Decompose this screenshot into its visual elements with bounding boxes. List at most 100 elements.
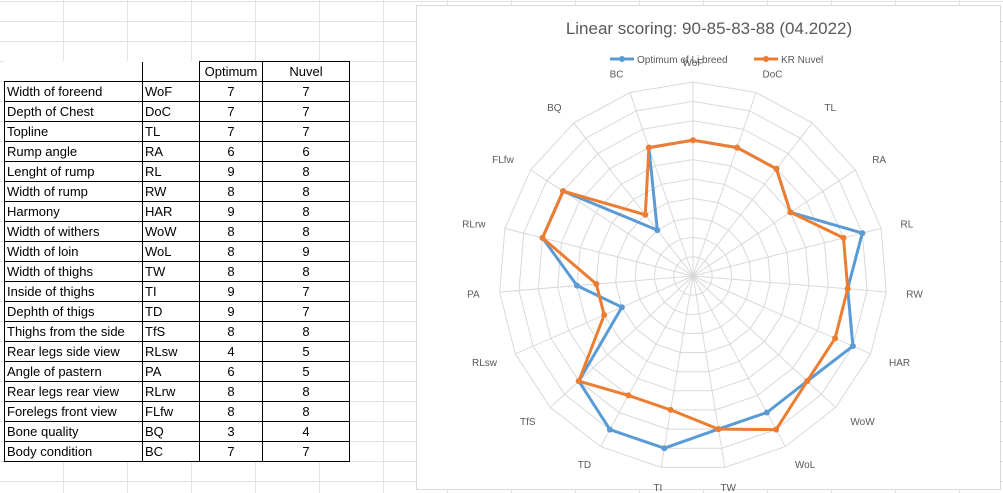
- nuvel-value-cell[interactable]: 8: [262, 381, 350, 402]
- trait-name-cell[interactable]: Rear legs side view: [4, 341, 143, 362]
- optimum-value-cell[interactable]: 7: [199, 81, 263, 102]
- nuvel-value-cell[interactable]: 8: [262, 321, 350, 342]
- trait-code-cell[interactable]: FLfw: [142, 401, 200, 422]
- header-code[interactable]: [142, 61, 200, 82]
- trait-name-cell[interactable]: Body condition: [4, 441, 143, 462]
- trait-name-cell[interactable]: Depth of Chest: [4, 101, 143, 122]
- data-point[interactable]: [832, 335, 839, 342]
- data-point[interactable]: [763, 409, 770, 416]
- trait-name-cell[interactable]: Thighs from the side: [4, 321, 143, 342]
- data-point[interactable]: [642, 211, 649, 218]
- trait-code-cell[interactable]: WoL: [142, 241, 200, 262]
- optimum-value-cell[interactable]: 8: [199, 321, 263, 342]
- header-optimum[interactable]: Optimum: [199, 61, 263, 82]
- optimum-value-cell[interactable]: 8: [199, 181, 263, 202]
- optimum-value-cell[interactable]: 8: [199, 381, 263, 402]
- nuvel-value-cell[interactable]: 7: [262, 281, 350, 302]
- nuvel-value-cell[interactable]: 9: [262, 241, 350, 262]
- trait-code-cell[interactable]: PA: [142, 361, 200, 382]
- nuvel-value-cell[interactable]: 7: [262, 81, 350, 102]
- data-point[interactable]: [690, 137, 696, 144]
- optimum-value-cell[interactable]: 7: [199, 441, 263, 462]
- nuvel-value-cell[interactable]: 8: [262, 221, 350, 242]
- optimum-value-cell[interactable]: 8: [199, 401, 263, 422]
- data-point[interactable]: [661, 445, 668, 452]
- optimum-value-cell[interactable]: 9: [199, 201, 263, 222]
- optimum-value-cell[interactable]: 8: [199, 261, 263, 282]
- nuvel-value-cell[interactable]: 4: [262, 421, 350, 442]
- data-point[interactable]: [539, 234, 546, 241]
- data-point[interactable]: [601, 312, 608, 318]
- trait-name-cell[interactable]: Rear legs rear view: [4, 381, 143, 402]
- data-point[interactable]: [606, 426, 613, 433]
- trait-code-cell[interactable]: RLsw: [142, 341, 200, 362]
- optimum-value-cell[interactable]: 7: [199, 101, 263, 122]
- trait-name-cell[interactable]: Width of loin: [4, 241, 143, 262]
- data-point[interactable]: [645, 144, 652, 151]
- optimum-value-cell[interactable]: 8: [199, 241, 263, 262]
- header-nuvel[interactable]: Nuvel: [262, 61, 350, 82]
- trait-name-cell[interactable]: Width of withers: [4, 221, 143, 242]
- nuvel-value-cell[interactable]: 6: [262, 141, 350, 162]
- trait-code-cell[interactable]: WoW: [142, 221, 200, 242]
- optimum-value-cell[interactable]: 9: [199, 161, 263, 182]
- trait-name-cell[interactable]: Width of foreend: [4, 81, 143, 102]
- data-point[interactable]: [593, 281, 600, 287]
- data-point[interactable]: [575, 378, 582, 385]
- trait-code-cell[interactable]: RL: [142, 161, 200, 182]
- radar-chart[interactable]: Linear scoring: 90-85-83-88 (04.2022) Op…: [416, 5, 1001, 491]
- nuvel-value-cell[interactable]: 7: [262, 121, 350, 142]
- trait-name-cell[interactable]: Dephth of thigs: [4, 301, 143, 322]
- trait-code-cell[interactable]: TfS: [142, 321, 200, 342]
- trait-code-cell[interactable]: DoC: [142, 101, 200, 122]
- trait-name-cell[interactable]: Lenght of rump: [4, 161, 143, 182]
- trait-name-cell[interactable]: Bone quality: [4, 421, 143, 442]
- trait-name-cell[interactable]: Inside of thighs: [4, 281, 143, 302]
- nuvel-value-cell[interactable]: 5: [262, 341, 350, 362]
- trait-name-cell[interactable]: Angle of pastern: [4, 361, 143, 382]
- trait-code-cell[interactable]: TW: [142, 261, 200, 282]
- trait-name-cell[interactable]: Rump angle: [4, 141, 143, 162]
- data-point[interactable]: [773, 426, 780, 433]
- data-point[interactable]: [773, 165, 780, 172]
- nuvel-value-cell[interactable]: 8: [262, 181, 350, 202]
- data-point[interactable]: [560, 188, 567, 195]
- series-line[interactable]: [541, 138, 850, 432]
- nuvel-value-cell[interactable]: 7: [262, 301, 350, 322]
- optimum-value-cell[interactable]: 6: [199, 141, 263, 162]
- data-point[interactable]: [804, 378, 811, 385]
- optimum-value-cell[interactable]: 9: [199, 281, 263, 302]
- data-point[interactable]: [849, 343, 856, 350]
- nuvel-value-cell[interactable]: 7: [262, 441, 350, 462]
- series-nuvel[interactable]: [539, 137, 851, 433]
- data-point[interactable]: [844, 285, 851, 292]
- trait-code-cell[interactable]: HAR: [142, 201, 200, 222]
- trait-name-cell[interactable]: Harmony: [4, 201, 143, 222]
- trait-code-cell[interactable]: BC: [142, 441, 200, 462]
- nuvel-value-cell[interactable]: 8: [262, 201, 350, 222]
- data-point[interactable]: [734, 144, 741, 151]
- nuvel-value-cell[interactable]: 8: [262, 401, 350, 422]
- data-point[interactable]: [574, 282, 580, 289]
- data-point[interactable]: [654, 227, 661, 234]
- optimum-value-cell[interactable]: 9: [199, 301, 263, 322]
- trait-code-cell[interactable]: TI: [142, 281, 200, 302]
- nuvel-value-cell[interactable]: 5: [262, 361, 350, 382]
- trait-code-cell[interactable]: TL: [142, 121, 200, 142]
- data-point[interactable]: [840, 234, 847, 241]
- trait-code-cell[interactable]: BQ: [142, 421, 200, 442]
- trait-name-cell[interactable]: Width of rump: [4, 181, 143, 202]
- data-point[interactable]: [667, 406, 674, 413]
- optimum-value-cell[interactable]: 3: [199, 421, 263, 442]
- trait-code-cell[interactable]: RLrw: [142, 381, 200, 402]
- optimum-value-cell[interactable]: 6: [199, 361, 263, 382]
- trait-code-cell[interactable]: RW: [142, 181, 200, 202]
- data-point[interactable]: [625, 392, 632, 399]
- data-point[interactable]: [715, 426, 722, 433]
- nuvel-value-cell[interactable]: 8: [262, 161, 350, 182]
- header-trait[interactable]: [4, 61, 143, 82]
- trait-code-cell[interactable]: TD: [142, 301, 200, 322]
- nuvel-value-cell[interactable]: 8: [262, 261, 350, 282]
- nuvel-value-cell[interactable]: 7: [262, 101, 350, 122]
- trait-code-cell[interactable]: WoF: [142, 81, 200, 102]
